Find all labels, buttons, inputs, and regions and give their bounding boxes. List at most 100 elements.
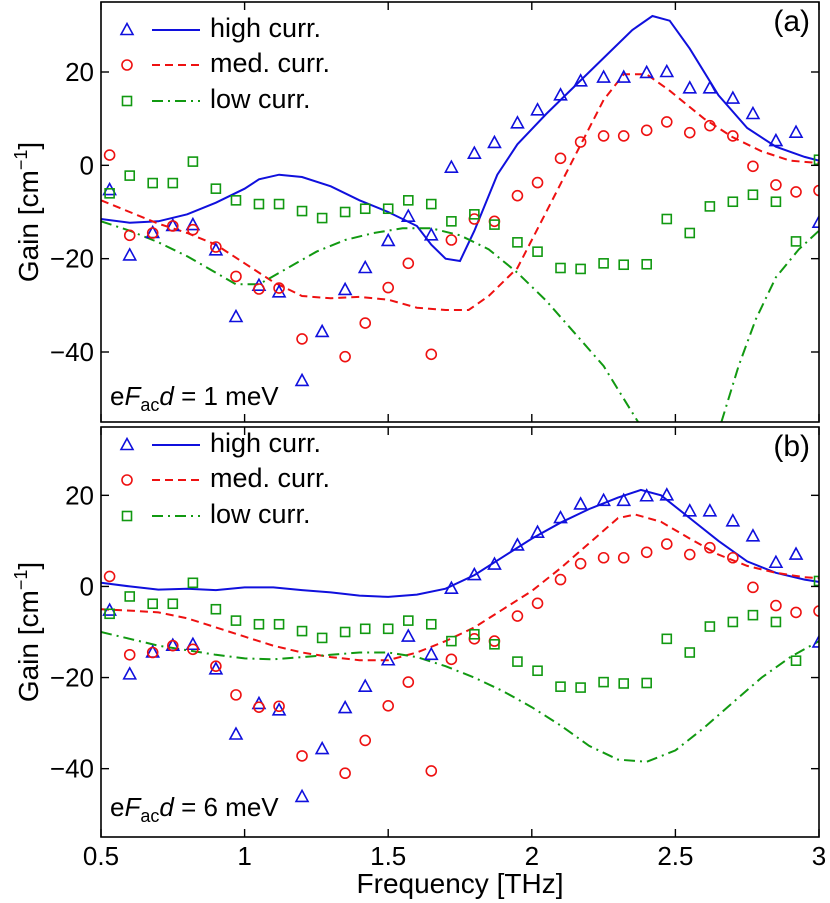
- panel-b-square-point-15: [425, 618, 437, 630]
- panel-a-triangle-point-11: [337, 281, 353, 296]
- ylabel-a-sup: −1: [11, 150, 31, 171]
- panel-a-circle-point-17: [488, 215, 501, 228]
- panel-a-circle-point-28: [727, 130, 739, 142]
- panel-b-triangle-point-24: [616, 492, 632, 507]
- panel-b-circle-point-26: [683, 548, 696, 561]
- panel-b-square-point-10: [316, 632, 328, 644]
- panel-a-series-line-3: [720, 229, 819, 422]
- panel-b-square-point-29: [727, 616, 739, 628]
- panel-a-circle-point-9: [296, 333, 308, 345]
- panel-b-triangle-point-31: [768, 554, 784, 569]
- panel-a-triangle-point-18: [487, 134, 502, 149]
- panel-b-circle-point-28: [727, 551, 739, 564]
- panel-a-circle-point-31: [790, 186, 802, 198]
- panel-a-triangle-point-31: [768, 132, 784, 147]
- panel-b-series-markers-4: [103, 538, 819, 780]
- panel-a-square-point-25: [641, 258, 652, 270]
- panel-a-circle-point-8: [273, 282, 285, 294]
- panel-b-square-point-21: [555, 681, 566, 692]
- panel-b-triangle-point-32: [788, 546, 804, 560]
- panel-a-square-point-23: [598, 258, 609, 269]
- panel-b-square-point-23: [598, 676, 609, 688]
- panel-b-square-point-13: [382, 623, 394, 635]
- panel-a-square-point-33: [813, 154, 819, 166]
- panel-a-square-point-30: [747, 189, 759, 201]
- panel-b-square-point-14: [403, 615, 414, 626]
- x-tick-label-0: 0.5: [83, 841, 119, 871]
- panel-a-triangle-point-21: [553, 87, 568, 101]
- panel-b-annotation: eFacd = 6 meV: [110, 792, 279, 826]
- panel-a-circle-point-12: [382, 281, 395, 294]
- panel-b-circle-point-32: [813, 605, 819, 617]
- panel-b-circle-point-11: [359, 734, 372, 747]
- panel-b-triangle-point-16: [444, 580, 459, 595]
- panel-a-circle-point-27: [704, 119, 716, 132]
- panel-a-circle-point-20: [554, 152, 567, 165]
- panel-a-y-tick-label-1: −20: [50, 244, 94, 274]
- panel-a-triangle-point-32: [788, 124, 804, 138]
- panel-b-circle-point-31: [790, 606, 802, 619]
- panel-a-square-point-2: [147, 177, 158, 189]
- panel-b-circle-point-24: [640, 546, 653, 559]
- panel-b-circle-point-18: [511, 610, 524, 622]
- panel-a-square-point-19: [512, 237, 523, 248]
- x-tick-label-5: 3: [812, 841, 826, 871]
- panel-b-square-point-19: [512, 656, 523, 667]
- panel-b-square-point-6: [230, 615, 242, 626]
- panel-a-square-point-4: [187, 156, 199, 167]
- legend-a-marker-2: [121, 95, 133, 107]
- panel-b-square-point-3: [167, 598, 179, 610]
- panel-a-circle-point-15: [445, 234, 458, 246]
- panel-b-triangle-point-30: [745, 528, 761, 542]
- x-tick-label-3: 2: [525, 841, 539, 871]
- panel-b-circle-point-21: [574, 557, 587, 570]
- panel-b-square-point-31: [770, 616, 782, 628]
- panel-a-annotation: eFacd = 1 meV: [110, 381, 279, 415]
- panel-b-circle-point-29: [747, 581, 759, 594]
- legend-a-med: med. curr.: [210, 48, 330, 78]
- panel-b-square-point-11: [339, 626, 351, 638]
- panel-a-circle-point-0: [103, 149, 116, 161]
- panel-b-label: (b): [773, 430, 810, 463]
- panel-b-circle-point-10: [339, 767, 351, 780]
- panel-b-triangle-point-11: [337, 699, 353, 714]
- panel-b-circle-point-30: [770, 599, 782, 612]
- panel-b-series-line-2: [101, 631, 819, 763]
- panel-a-triangle-point-14: [400, 208, 416, 222]
- panel-b-triangle-point-12: [357, 678, 373, 692]
- panel-b-y-tick-label-1: −20: [50, 663, 94, 693]
- panel-b-square-point-33: [813, 575, 819, 587]
- legend-b-marker-2: [121, 510, 133, 522]
- panel-a-circle-point-2: [146, 227, 159, 239]
- panel-b-series-markers-3: [102, 487, 819, 803]
- ann-b-F: F: [124, 792, 142, 822]
- panel-a-square-point-1: [124, 170, 136, 181]
- panel-b-circle-point-3: [167, 639, 179, 652]
- legend-b-low: low curr.: [210, 499, 311, 529]
- panel-a-triangle-point-33: [811, 214, 819, 229]
- panel-b-square-point-16: [446, 635, 457, 647]
- panel-b-circle-point-15: [445, 653, 458, 666]
- legend-b-marker-0: [119, 436, 135, 451]
- panel-a-triangle-point-26: [659, 63, 675, 78]
- panel-a-triangle-point-25: [639, 64, 655, 79]
- ann-a-sub: ac: [140, 395, 159, 415]
- panel-a-square-point-0: [104, 188, 115, 199]
- panel-b-circle-point-6: [230, 689, 242, 701]
- panel-a-square-point-17: [469, 209, 480, 220]
- panel-a-triangle-point-30: [745, 105, 761, 120]
- panel-b-triangle-point-14: [400, 628, 416, 642]
- panel-a-circle-point-11: [359, 317, 372, 329]
- panel-b-triangle-point-10: [314, 740, 330, 755]
- panel-b-square-point-4: [187, 577, 199, 589]
- panel-a-ylabel: Gain [cm−1]: [11, 142, 44, 282]
- panel-a-triangle-point-1: [122, 247, 138, 261]
- panel-b-square-point-27: [684, 647, 696, 658]
- panel-b-square-point-8: [273, 618, 285, 630]
- panel-b-square-point-32: [790, 655, 802, 667]
- panel-b-triangle-point-27: [682, 503, 698, 517]
- panel-b-ylabel: Gain [cm−1]: [11, 562, 44, 702]
- panel-a-square-point-10: [316, 212, 328, 224]
- legend-b-high: high curr.: [210, 428, 321, 458]
